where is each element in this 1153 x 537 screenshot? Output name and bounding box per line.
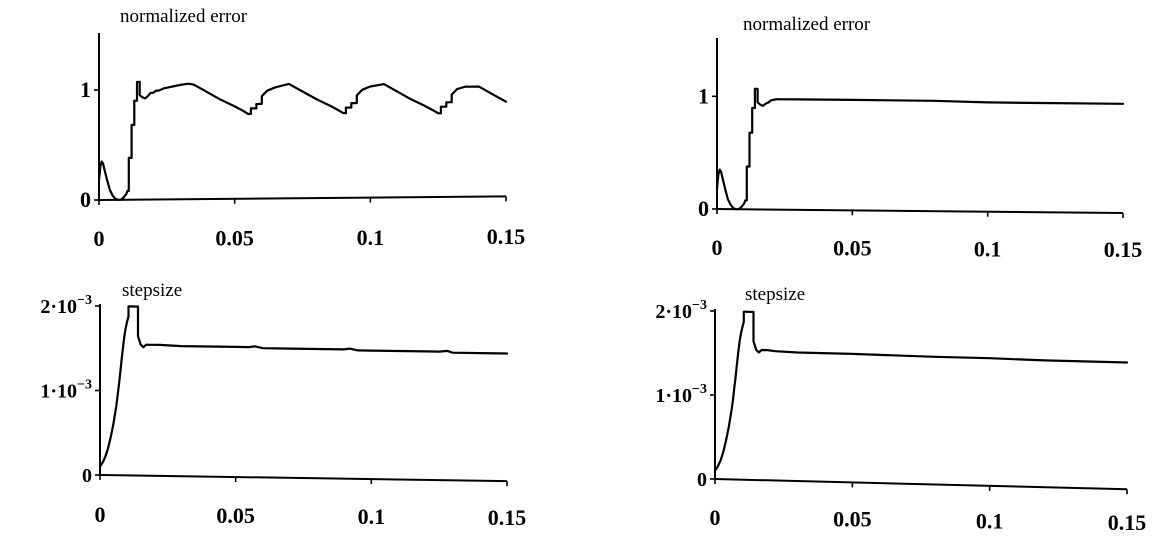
y-tick-label: 0: [698, 196, 709, 221]
y-tick-label: 2·10−3: [655, 298, 707, 323]
y-tick-label: 1·10−3: [655, 382, 707, 407]
x-tick-label: 0.1: [974, 236, 1002, 261]
y-tick-label-base: 1·10: [655, 385, 692, 407]
y-tick-label: 0: [82, 465, 92, 487]
x-tick-label: 0.05: [833, 507, 872, 532]
x-tick-label: 0.15: [1108, 510, 1147, 535]
x-axis-line: [99, 474, 508, 483]
y-tick-label: 1: [80, 77, 91, 102]
x-tick-label: 0: [95, 502, 106, 527]
x-axis-line: [714, 478, 1128, 491]
chart-panel-2: normalized error 0 0.05 0.1 0.15 0 1: [698, 14, 1142, 262]
y-tick-label: 0: [697, 469, 707, 491]
x-tick-label: 0.05: [215, 225, 254, 250]
x-tick-label: 0: [712, 235, 723, 260]
chart-title: normalized error: [743, 14, 871, 35]
series-line-1: [97, 80, 508, 201]
chart-panel-1: normalized error 0 0.05 0.1 0.15 0 1: [80, 6, 525, 251]
chart-title: normalized error: [120, 6, 248, 27]
y-tick-label-base: 1·10: [40, 381, 77, 403]
x-tick-label: 0.15: [1104, 237, 1143, 262]
y-tick-label: 0: [80, 187, 91, 212]
x-tick-label: 0.1: [358, 504, 386, 529]
x-tick-label: 0.05: [833, 236, 872, 261]
y-tick-label: 2·10−3: [40, 293, 92, 318]
x-axis-line: [98, 195, 507, 201]
y-tick-label: 1: [698, 83, 709, 108]
series-line-1: [98, 305, 509, 468]
x-axis-line: [716, 208, 1124, 215]
y-tick-label-exponent: −3: [692, 382, 707, 397]
y-tick-label-exponent: −3: [77, 293, 92, 308]
x-tick-label: 0.15: [488, 505, 527, 530]
x-tick-label: 0: [94, 226, 105, 251]
x-tick-label: 0.05: [216, 503, 255, 528]
x-tick-label: 0.15: [487, 224, 526, 249]
y-tick-label-base: 2·10: [655, 301, 692, 323]
y-tick-label-base: 0: [697, 469, 707, 491]
series-line-1: [715, 87, 1125, 211]
y-tick-label-base: 2·10: [40, 296, 77, 318]
x-tick-label: 0.1: [357, 225, 385, 250]
y-tick-label: 1·10−3: [40, 378, 92, 403]
y-tick-label-base: 0: [82, 465, 92, 487]
y-tick-label-exponent: −3: [77, 378, 92, 393]
chart-title: stepsize: [122, 280, 182, 301]
x-tick-label: 0: [710, 505, 721, 530]
chart-title: stepsize: [745, 284, 805, 305]
series-line-1: [713, 310, 1129, 472]
y-tick-label-exponent: −3: [692, 298, 707, 313]
x-tick-label: 0.1: [976, 508, 1004, 533]
